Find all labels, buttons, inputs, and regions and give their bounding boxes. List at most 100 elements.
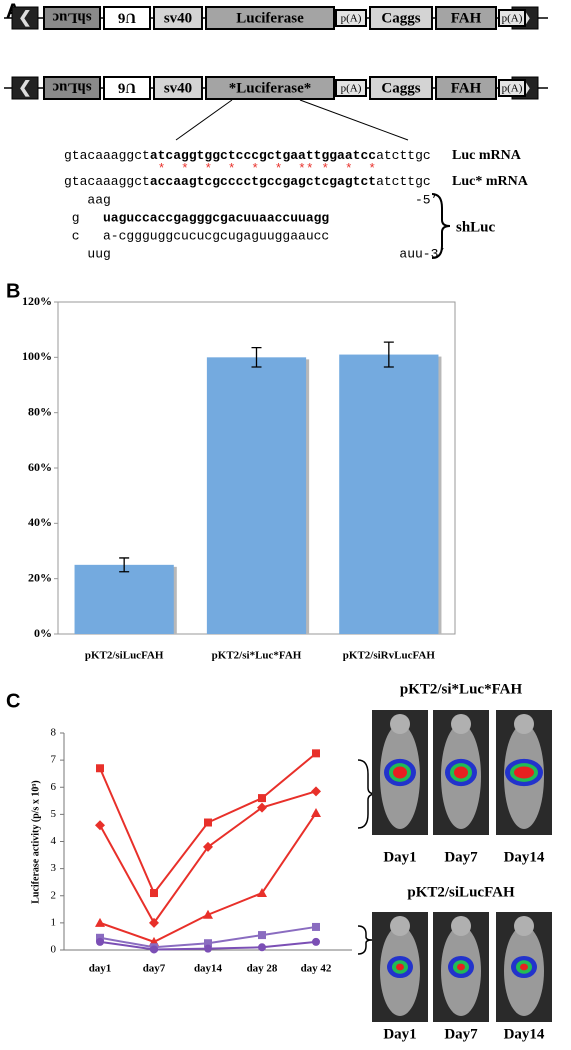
- mouse-head: [514, 714, 534, 734]
- marker: [203, 841, 213, 852]
- mouse-head: [390, 714, 410, 734]
- signal: [396, 963, 404, 971]
- y-tick-label: 20%: [28, 570, 52, 584]
- marker: [204, 944, 212, 953]
- hairpin-label: shLuc: [456, 219, 496, 235]
- marker: [312, 749, 320, 758]
- bar: [206, 357, 307, 634]
- day-label: Day14: [504, 1026, 545, 1042]
- marker: [150, 945, 158, 954]
- imaging-title: pKT2/si*Luc*FAH: [400, 681, 523, 697]
- error-bar: [251, 347, 262, 368]
- sequence-part: atcttgc: [376, 148, 431, 163]
- panel-label: C: [6, 690, 20, 712]
- mouse-head: [451, 916, 471, 936]
- series-line: [99, 790, 317, 925]
- hairpin-seq: -5’: [415, 192, 438, 207]
- element-label: FAH: [451, 10, 482, 26]
- signal: [454, 766, 468, 779]
- mouse-head: [390, 916, 410, 936]
- hairpin-seq: uug: [87, 246, 110, 261]
- sequence: gtacaaaggctatcaggtggctcccgctgaattggaatcc…: [64, 148, 431, 163]
- y-tick-label: 3: [51, 862, 57, 874]
- x-tick-label: pKT2/siLucFAH: [85, 650, 164, 662]
- day-label: Day14: [504, 849, 545, 865]
- sequence-part: accaagtcgcccctgccgagctcgagtct: [150, 174, 376, 189]
- element-box: [103, 76, 151, 100]
- element-label: p(A): [341, 83, 362, 95]
- y-tick-label: 4: [51, 835, 57, 847]
- x-tick-label: pKT2/si*Luc*FAH: [212, 650, 302, 662]
- day-label: Day1: [383, 849, 416, 865]
- day-label: Day7: [444, 849, 478, 865]
- element-box: [103, 6, 151, 30]
- brace: [357, 925, 373, 955]
- mismatch-marks: * * * * * * ** * * *: [150, 161, 376, 176]
- sequence-label: Luc* mRNA: [452, 174, 529, 189]
- element-label: sv40: [164, 80, 192, 96]
- itr-symbol: ❮: [18, 80, 31, 98]
- zoom-line: [175, 99, 233, 141]
- y-tick-label: 8: [51, 727, 57, 739]
- brace: [431, 193, 451, 259]
- bar: [74, 564, 174, 634]
- sequence-part: atcttgc: [376, 174, 431, 189]
- marker: [311, 808, 321, 818]
- element-box: [153, 6, 203, 30]
- sequence-part: gtacaaaggct: [64, 174, 150, 189]
- y-tick-label: 60%: [28, 460, 52, 474]
- imaging-title: pKT2/siLucFAH: [407, 884, 515, 900]
- marker: [312, 922, 320, 931]
- marker: [203, 909, 213, 919]
- hairpin-seq: a-cgggugg​cucucgcugaguuggaaucc: [103, 228, 329, 243]
- sequence-part: atcaggtggctcccgctgaattggaatcc: [150, 148, 376, 163]
- hairpin-seq: aag: [87, 192, 110, 207]
- itr-box: [11, 76, 39, 100]
- itr-symbol: ❮: [18, 10, 31, 28]
- element-label: p(A): [341, 13, 362, 25]
- bar: [339, 354, 439, 634]
- element-label: U6: [117, 80, 136, 96]
- y-tick-label: 80%: [28, 404, 52, 418]
- mouse-head: [451, 714, 471, 734]
- element-box: [153, 76, 203, 100]
- hairpin-seq: c: [72, 228, 80, 243]
- element-box: [43, 76, 101, 100]
- marker: [150, 889, 158, 898]
- element-box: [205, 6, 335, 30]
- sequence: gtacaaaggctaccaagtcgcccctgccgagctcgagtct…: [64, 174, 431, 189]
- day-label: Day1: [383, 1026, 416, 1042]
- marker: [204, 939, 212, 948]
- element-box: [43, 6, 101, 30]
- error-bar: [383, 341, 394, 368]
- itr-box: [11, 6, 39, 30]
- x-tick-label: day1: [89, 963, 112, 975]
- element-label: Luciferase: [236, 10, 304, 26]
- element-label: Caggs: [381, 80, 420, 96]
- signal: [457, 963, 465, 971]
- x-tick-label: day 42: [301, 963, 332, 975]
- element-box: [369, 6, 433, 30]
- day-label: Day7: [444, 1026, 478, 1042]
- marker: [258, 931, 266, 940]
- marker: [96, 764, 104, 773]
- y-tick-label: 2: [51, 889, 57, 901]
- element-label: p(A): [502, 83, 523, 95]
- marker: [204, 818, 212, 827]
- element-label: shLuc: [52, 10, 92, 26]
- error-bar: [119, 557, 130, 573]
- element-label: Caggs: [381, 10, 420, 26]
- y-tick-label: 40%: [28, 515, 52, 529]
- marker: [149, 917, 159, 928]
- element-label: *Luciferase*: [229, 80, 311, 96]
- element-box: [205, 76, 335, 100]
- mouse-head: [514, 916, 534, 936]
- zoom-line: [299, 99, 409, 141]
- element-label: shLuc: [52, 80, 92, 96]
- marker: [258, 794, 266, 803]
- element-label: sv40: [164, 10, 192, 26]
- element-box: [498, 79, 526, 97]
- series-line: [99, 812, 317, 943]
- marker: [96, 933, 104, 942]
